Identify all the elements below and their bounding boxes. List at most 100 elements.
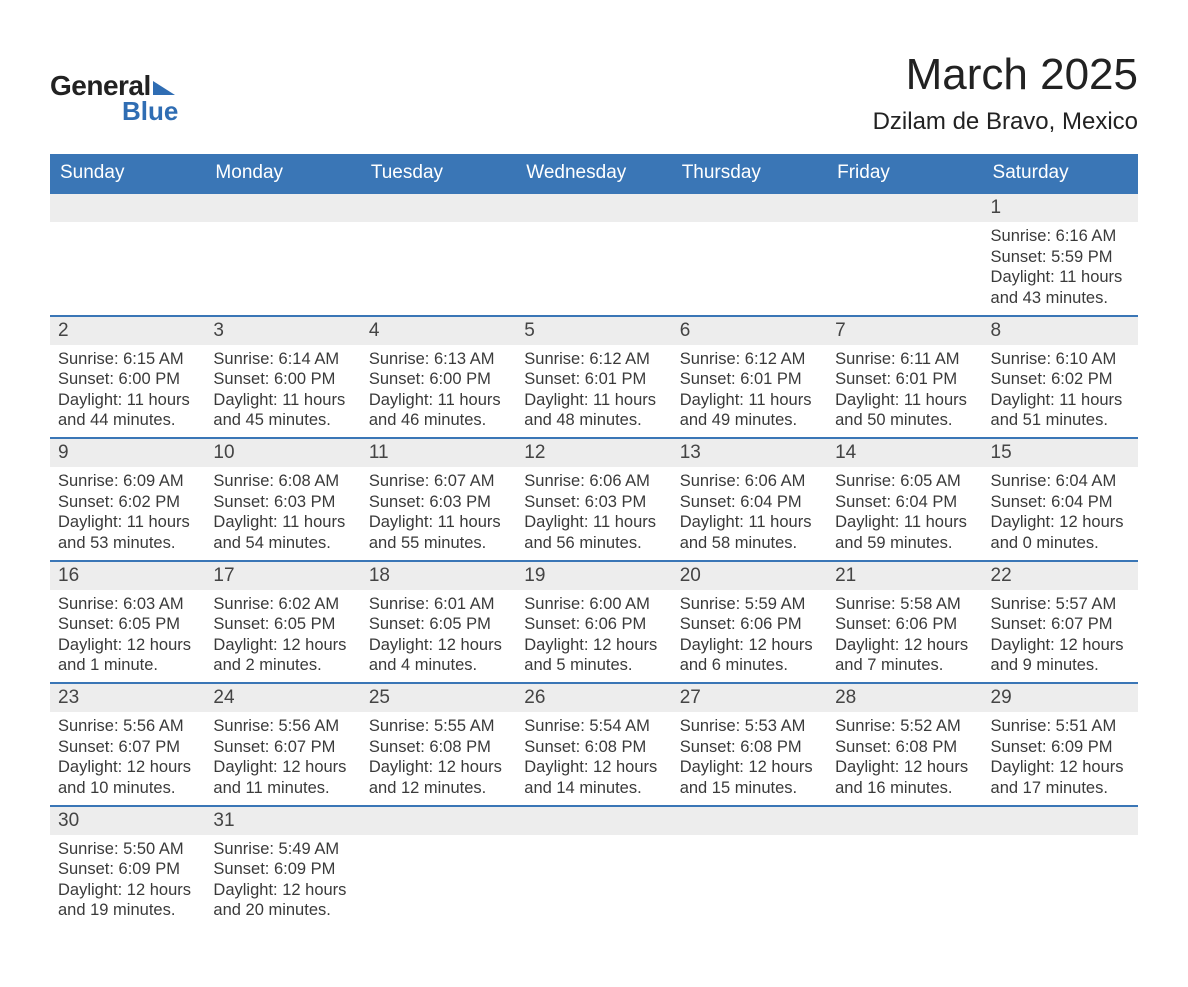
- weekday-header: Saturday: [983, 154, 1138, 193]
- day-info: [516, 222, 671, 302]
- day-number: 13: [672, 439, 827, 467]
- calendar-day-cell: 5Sunrise: 6:12 AMSunset: 6:01 PMDaylight…: [516, 316, 671, 439]
- sunrise-text: Sunrise: 6:09 AM: [58, 471, 197, 492]
- sunset-text: Sunset: 6:08 PM: [369, 737, 508, 758]
- day-info: Sunrise: 6:01 AMSunset: 6:05 PMDaylight:…: [361, 590, 516, 683]
- sunrise-text: Sunrise: 5:52 AM: [835, 716, 974, 737]
- daylight-text: Daylight: 11 hours and 45 minutes.: [213, 390, 352, 431]
- daylight-text: Daylight: 12 hours and 19 minutes.: [58, 880, 197, 921]
- sunset-text: Sunset: 6:08 PM: [680, 737, 819, 758]
- calendar-day-cell: 17Sunrise: 6:02 AMSunset: 6:05 PMDayligh…: [205, 561, 360, 684]
- daylight-text: Daylight: 11 hours and 58 minutes.: [680, 512, 819, 553]
- sunrise-text: Sunrise: 6:06 AM: [680, 471, 819, 492]
- sunrise-text: Sunrise: 6:06 AM: [524, 471, 663, 492]
- calendar-day-cell: [205, 193, 360, 316]
- day-number: 26: [516, 684, 671, 712]
- day-info: Sunrise: 6:13 AMSunset: 6:00 PMDaylight:…: [361, 345, 516, 438]
- weekday-header-row: Sunday Monday Tuesday Wednesday Thursday…: [50, 154, 1138, 193]
- weekday-header: Wednesday: [516, 154, 671, 193]
- day-info: Sunrise: 5:50 AMSunset: 6:09 PMDaylight:…: [50, 835, 205, 928]
- daylight-text: Daylight: 12 hours and 9 minutes.: [991, 635, 1130, 676]
- sunset-text: Sunset: 6:09 PM: [991, 737, 1130, 758]
- day-number: 16: [50, 562, 205, 590]
- brand-logo: General Blue: [50, 70, 178, 127]
- calendar-day-cell: [827, 806, 982, 928]
- day-info: Sunrise: 5:57 AMSunset: 6:07 PMDaylight:…: [983, 590, 1138, 683]
- sunset-text: Sunset: 6:02 PM: [991, 369, 1130, 390]
- day-info: Sunrise: 5:49 AMSunset: 6:09 PMDaylight:…: [205, 835, 360, 928]
- day-number: 7: [827, 317, 982, 345]
- day-number: 18: [361, 562, 516, 590]
- calendar-day-cell: [672, 193, 827, 316]
- day-number: 5: [516, 317, 671, 345]
- sunrise-text: Sunrise: 6:12 AM: [680, 349, 819, 370]
- day-number: 8: [983, 317, 1138, 345]
- calendar-day-cell: 4Sunrise: 6:13 AMSunset: 6:00 PMDaylight…: [361, 316, 516, 439]
- day-number: [672, 194, 827, 222]
- day-number: 3: [205, 317, 360, 345]
- calendar-day-cell: 29Sunrise: 5:51 AMSunset: 6:09 PMDayligh…: [983, 683, 1138, 806]
- day-number: 1: [983, 194, 1138, 222]
- daylight-text: Daylight: 12 hours and 15 minutes.: [680, 757, 819, 798]
- day-info: Sunrise: 5:56 AMSunset: 6:07 PMDaylight:…: [205, 712, 360, 805]
- daylight-text: Daylight: 12 hours and 5 minutes.: [524, 635, 663, 676]
- calendar-day-cell: [361, 193, 516, 316]
- weekday-header: Sunday: [50, 154, 205, 193]
- calendar-day-cell: [516, 193, 671, 316]
- calendar-day-cell: 21Sunrise: 5:58 AMSunset: 6:06 PMDayligh…: [827, 561, 982, 684]
- sunrise-text: Sunrise: 5:51 AM: [991, 716, 1130, 737]
- day-number: 2: [50, 317, 205, 345]
- day-number: [983, 807, 1138, 835]
- day-number: [205, 194, 360, 222]
- calendar-day-cell: 6Sunrise: 6:12 AMSunset: 6:01 PMDaylight…: [672, 316, 827, 439]
- sunset-text: Sunset: 6:00 PM: [213, 369, 352, 390]
- daylight-text: Daylight: 11 hours and 54 minutes.: [213, 512, 352, 553]
- calendar-day-cell: [672, 806, 827, 928]
- calendar-day-cell: [827, 193, 982, 316]
- day-info: Sunrise: 6:14 AMSunset: 6:00 PMDaylight:…: [205, 345, 360, 438]
- sunset-text: Sunset: 6:07 PM: [58, 737, 197, 758]
- daylight-text: Daylight: 11 hours and 51 minutes.: [991, 390, 1130, 431]
- day-number: 22: [983, 562, 1138, 590]
- sunset-text: Sunset: 6:01 PM: [680, 369, 819, 390]
- weekday-header: Tuesday: [361, 154, 516, 193]
- calendar-day-cell: 26Sunrise: 5:54 AMSunset: 6:08 PMDayligh…: [516, 683, 671, 806]
- day-number: 10: [205, 439, 360, 467]
- sunrise-text: Sunrise: 5:56 AM: [58, 716, 197, 737]
- day-info: [50, 222, 205, 302]
- sunrise-text: Sunrise: 5:56 AM: [213, 716, 352, 737]
- calendar-day-cell: 18Sunrise: 6:01 AMSunset: 6:05 PMDayligh…: [361, 561, 516, 684]
- daylight-text: Daylight: 12 hours and 17 minutes.: [991, 757, 1130, 798]
- sunset-text: Sunset: 6:03 PM: [213, 492, 352, 513]
- day-info: Sunrise: 5:52 AMSunset: 6:08 PMDaylight:…: [827, 712, 982, 805]
- sunrise-text: Sunrise: 6:02 AM: [213, 594, 352, 615]
- calendar-day-cell: 20Sunrise: 5:59 AMSunset: 6:06 PMDayligh…: [672, 561, 827, 684]
- sunset-text: Sunset: 6:03 PM: [524, 492, 663, 513]
- sunset-text: Sunset: 6:02 PM: [58, 492, 197, 513]
- calendar-table: Sunday Monday Tuesday Wednesday Thursday…: [50, 154, 1138, 927]
- sunrise-text: Sunrise: 6:13 AM: [369, 349, 508, 370]
- sunset-text: Sunset: 6:04 PM: [991, 492, 1130, 513]
- daylight-text: Daylight: 11 hours and 59 minutes.: [835, 512, 974, 553]
- day-number: 21: [827, 562, 982, 590]
- calendar-week-row: 23Sunrise: 5:56 AMSunset: 6:07 PMDayligh…: [50, 683, 1138, 806]
- weekday-header: Thursday: [672, 154, 827, 193]
- daylight-text: Daylight: 11 hours and 44 minutes.: [58, 390, 197, 431]
- day-info: [672, 222, 827, 302]
- day-number: 28: [827, 684, 982, 712]
- sunset-text: Sunset: 6:06 PM: [524, 614, 663, 635]
- day-info: Sunrise: 5:59 AMSunset: 6:06 PMDaylight:…: [672, 590, 827, 683]
- calendar-week-row: 30Sunrise: 5:50 AMSunset: 6:09 PMDayligh…: [50, 806, 1138, 928]
- daylight-text: Daylight: 12 hours and 10 minutes.: [58, 757, 197, 798]
- brand-triangle-icon: [153, 81, 175, 95]
- daylight-text: Daylight: 11 hours and 43 minutes.: [991, 267, 1130, 308]
- daylight-text: Daylight: 12 hours and 4 minutes.: [369, 635, 508, 676]
- day-info: Sunrise: 6:11 AMSunset: 6:01 PMDaylight:…: [827, 345, 982, 438]
- weekday-header: Friday: [827, 154, 982, 193]
- day-info: [205, 222, 360, 302]
- sunrise-text: Sunrise: 6:04 AM: [991, 471, 1130, 492]
- day-number: 6: [672, 317, 827, 345]
- sunrise-text: Sunrise: 5:49 AM: [213, 839, 352, 860]
- day-info: Sunrise: 6:08 AMSunset: 6:03 PMDaylight:…: [205, 467, 360, 560]
- daylight-text: Daylight: 12 hours and 6 minutes.: [680, 635, 819, 676]
